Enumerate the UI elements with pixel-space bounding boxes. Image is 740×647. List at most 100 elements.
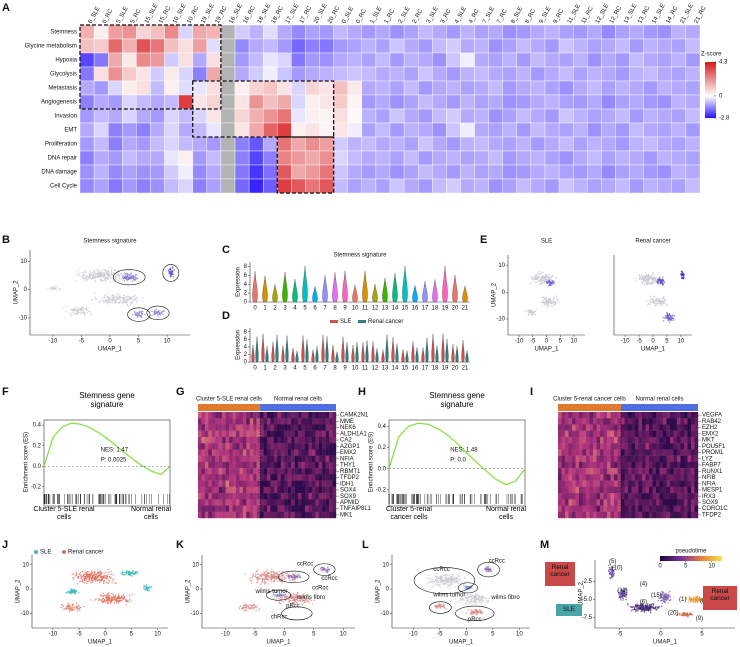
y-axis-label: Expression bbox=[236, 330, 242, 360]
cell-dot bbox=[294, 594, 296, 596]
heatmap-cell bbox=[178, 108, 193, 124]
heatmap-cell bbox=[361, 38, 377, 54]
expression-cell bbox=[273, 486, 278, 494]
heatmap-cell bbox=[150, 24, 165, 40]
gene-label: MK1 bbox=[340, 512, 353, 518]
expression-cell bbox=[263, 499, 268, 506]
expression-cell bbox=[635, 412, 639, 419]
heatmap-cell bbox=[107, 136, 123, 152]
expression-cell bbox=[208, 468, 212, 475]
left-label: Cluster 5-renal cancer cells bbox=[386, 506, 432, 521]
cell-dot bbox=[72, 590, 74, 592]
expression-cell bbox=[267, 436, 271, 444]
expression-cell bbox=[666, 449, 671, 456]
y-tick-label: -0.2 bbox=[31, 484, 42, 490]
column-label: 13_RC bbox=[637, 5, 651, 25]
column-label: 12_SLE bbox=[595, 3, 610, 25]
cell-dot bbox=[543, 276, 545, 279]
expression-cell bbox=[635, 449, 639, 456]
heatmap-cell bbox=[446, 80, 461, 96]
expression-cell bbox=[311, 474, 316, 481]
cell-dot bbox=[292, 599, 294, 602]
x-axis-label: UMAP_1 bbox=[641, 347, 666, 353]
expression-cell bbox=[315, 486, 319, 494]
expression-cell bbox=[621, 480, 625, 488]
expression-cell bbox=[222, 480, 226, 488]
expression-cell bbox=[294, 499, 299, 506]
cell-dot bbox=[68, 312, 71, 314]
x-tick-label: 10 bbox=[164, 339, 171, 345]
expression-cell bbox=[631, 455, 636, 463]
heatmap-cell bbox=[136, 52, 151, 68]
cell-dot bbox=[125, 295, 128, 298]
expression-cell bbox=[652, 468, 657, 475]
heatmap-cell bbox=[446, 178, 461, 194]
expression-cell bbox=[659, 511, 664, 519]
expression-cell bbox=[652, 436, 657, 444]
gene-label: EZH2 bbox=[702, 425, 718, 431]
heatmap-cell bbox=[178, 38, 193, 54]
expression-cell bbox=[631, 486, 636, 494]
expression-cell bbox=[670, 418, 674, 425]
cell-dot bbox=[285, 572, 287, 575]
expression-cell bbox=[603, 412, 608, 419]
expression-cell bbox=[565, 412, 569, 419]
expression-cell bbox=[201, 493, 206, 500]
expression-cell bbox=[204, 486, 209, 494]
cell-dot bbox=[75, 589, 77, 592]
expression-cell bbox=[294, 493, 299, 500]
heatmap-cell bbox=[544, 164, 560, 180]
panel-title-box: Stemness gene signature bbox=[429, 392, 485, 409]
cell-dot bbox=[68, 591, 71, 593]
cell-dot bbox=[98, 272, 101, 274]
expression-cell bbox=[198, 418, 202, 425]
expression-cell bbox=[610, 461, 615, 469]
expression-cell bbox=[273, 505, 278, 512]
cell-dot bbox=[88, 576, 90, 578]
expression-cell bbox=[208, 443, 212, 450]
violin bbox=[342, 270, 348, 303]
expression-cell bbox=[642, 511, 646, 519]
legend-swatch bbox=[34, 550, 38, 554]
heatmap-cell bbox=[558, 122, 574, 138]
cell-dot bbox=[94, 599, 96, 601]
expression-cell bbox=[325, 424, 330, 431]
expression-cell bbox=[568, 511, 573, 519]
cell-dot bbox=[656, 300, 658, 302]
expression-cell bbox=[308, 480, 313, 488]
expression-cell bbox=[225, 430, 230, 438]
heatmap-cell bbox=[248, 136, 264, 152]
cell-dot bbox=[138, 313, 140, 315]
y-tick-label: 2 bbox=[244, 352, 248, 358]
expression-cell bbox=[673, 511, 678, 519]
cell-dot bbox=[530, 313, 533, 315]
expression-cell bbox=[253, 486, 257, 494]
cell-dot bbox=[136, 571, 139, 573]
cell-dot bbox=[75, 607, 77, 609]
expression-cell bbox=[287, 511, 292, 519]
cell-dot bbox=[541, 279, 543, 282]
expression-cell bbox=[267, 511, 271, 519]
expression-cell bbox=[677, 486, 681, 494]
expression-cell bbox=[229, 499, 233, 506]
heatmap-cell bbox=[192, 122, 208, 138]
cell-dot bbox=[124, 272, 127, 275]
cell-dot bbox=[108, 299, 111, 302]
expression-cell bbox=[208, 461, 212, 469]
expression-cell bbox=[684, 424, 688, 431]
expression-cell bbox=[287, 436, 292, 444]
heatmap-cell bbox=[79, 24, 95, 40]
cell-dot bbox=[107, 277, 109, 279]
expression-cell bbox=[273, 461, 278, 469]
cell-dot bbox=[160, 312, 162, 315]
expression-cell bbox=[575, 455, 580, 463]
cell-dot bbox=[528, 309, 530, 312]
cell-dot bbox=[129, 298, 131, 300]
expression-cell bbox=[280, 474, 285, 481]
expression-cell bbox=[684, 468, 688, 475]
cell-dot bbox=[86, 582, 88, 585]
cell-dot bbox=[83, 605, 85, 608]
cell-dot bbox=[81, 276, 83, 278]
heatmap-cell bbox=[248, 122, 264, 138]
panel-letter: H bbox=[358, 386, 366, 398]
